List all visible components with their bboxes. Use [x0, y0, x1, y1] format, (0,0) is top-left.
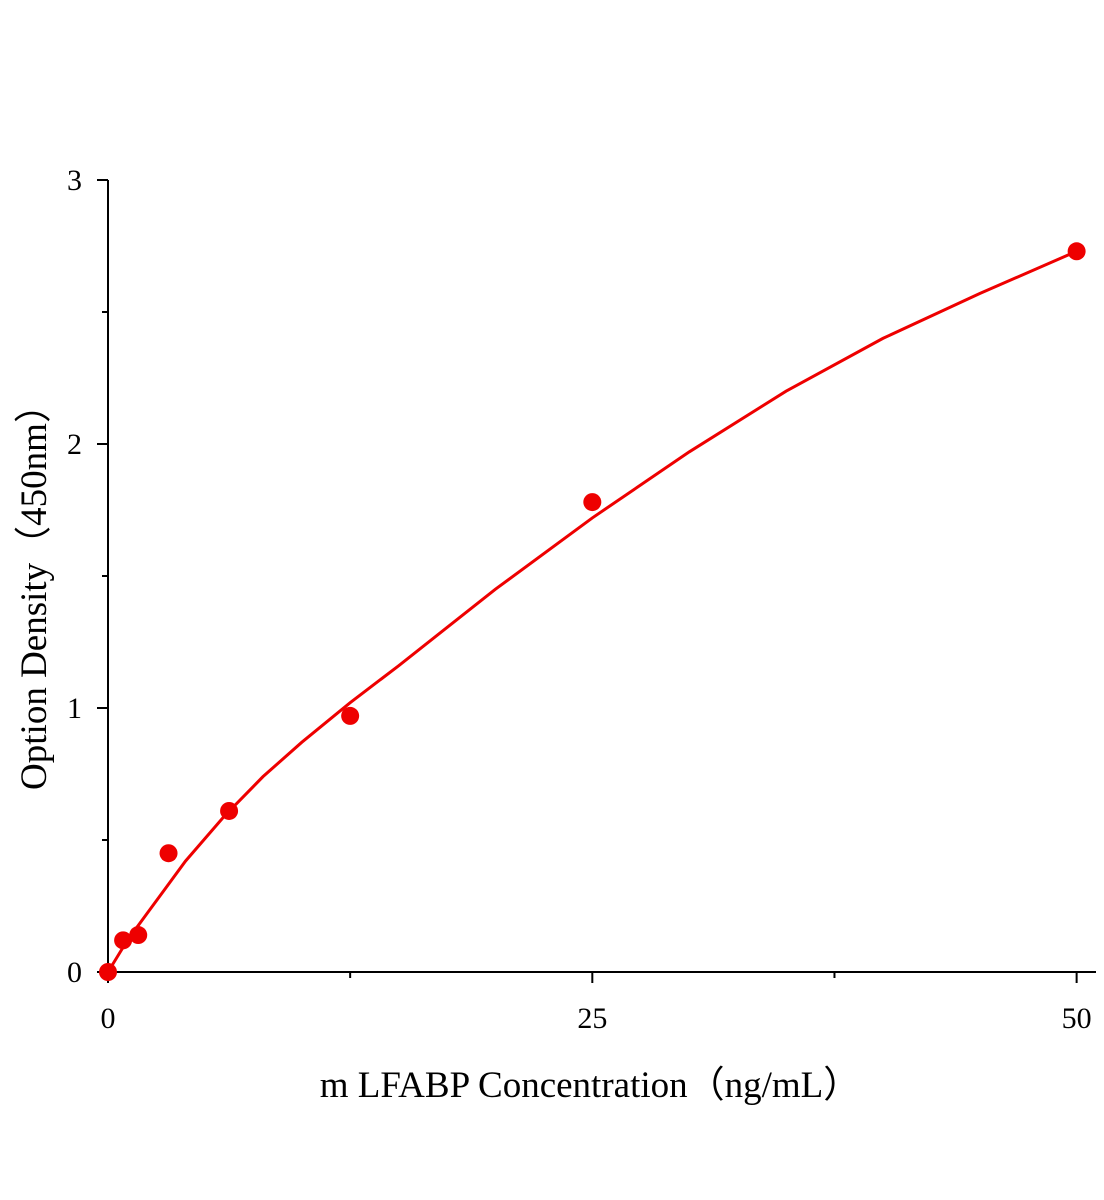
data-point [583, 493, 602, 512]
y-tick-label: 3 [67, 164, 82, 197]
data-point [159, 844, 178, 863]
y-tick-label: 0 [67, 956, 82, 989]
x-axis-title: m LFABP Concentration（ng/mL） [320, 1065, 861, 1106]
fit-curve [106, 249, 1078, 973]
x-tick-label: 50 [1062, 1002, 1092, 1035]
y-tick-label: 1 [67, 692, 82, 725]
x-tick-label: 0 [101, 1002, 116, 1035]
data-point [341, 706, 360, 725]
y-tick-label: 2 [67, 428, 82, 461]
y-axis-title: Option Density（450nm） [14, 386, 55, 790]
x-tick-label: 25 [577, 1002, 607, 1035]
data-point [114, 931, 133, 950]
